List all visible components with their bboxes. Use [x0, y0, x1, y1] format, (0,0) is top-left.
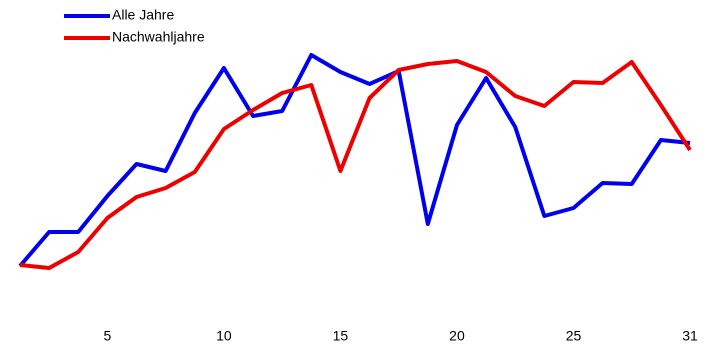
x-tick-label: 10 [216, 328, 232, 344]
x-tick-label: 31 [682, 328, 698, 344]
x-tick-label: 15 [333, 328, 349, 344]
x-tick-label: 5 [103, 328, 111, 344]
x-tick-label: 25 [566, 328, 582, 344]
x-tick-label: 20 [449, 328, 465, 344]
data-line [18, 53, 691, 268]
data-line [19, 59, 692, 270]
legend-label: Alle Jahre [112, 7, 174, 23]
legend-label: Nachwahljahre [112, 29, 205, 45]
